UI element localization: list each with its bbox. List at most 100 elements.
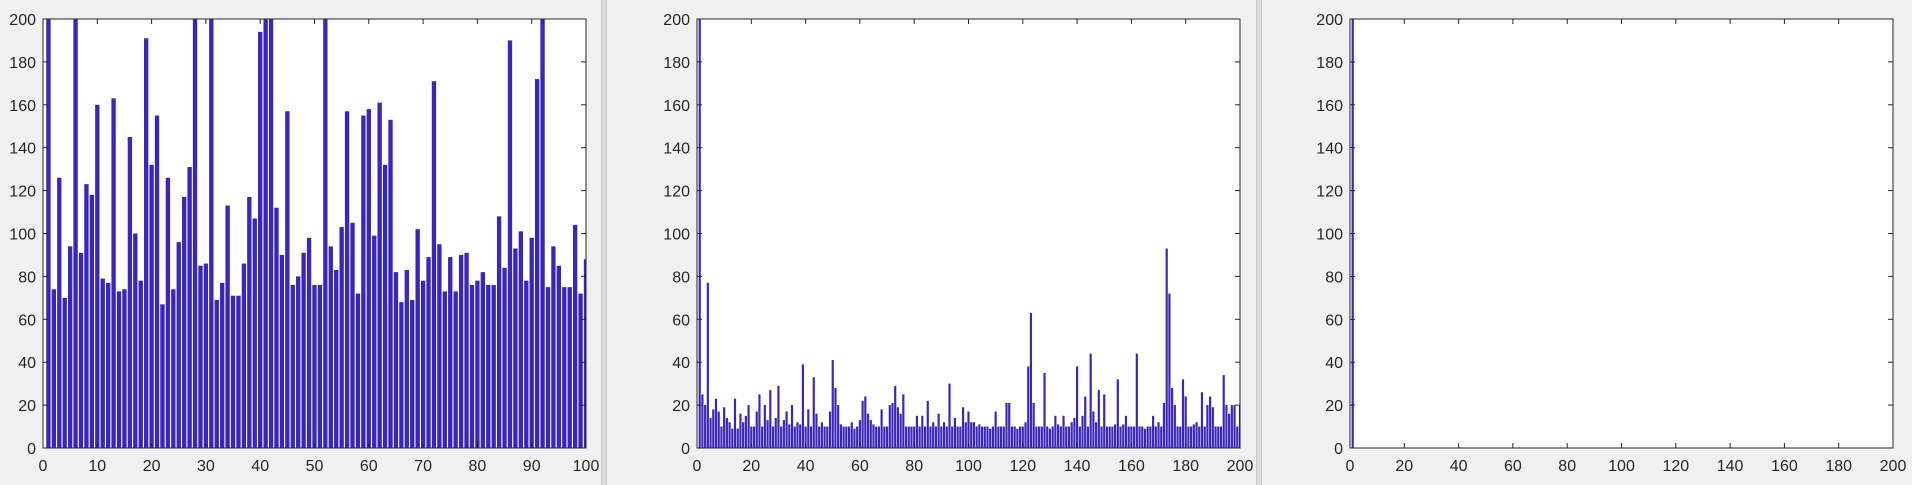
bar-2-47 — [823, 426, 826, 448]
bar-2-177 — [1176, 426, 1179, 448]
bar-1-19 — [144, 38, 149, 448]
bar-2-190 — [1211, 407, 1214, 448]
bar-1-27 — [187, 167, 192, 448]
bar-1-91 — [534, 79, 540, 448]
bar-2-178 — [1179, 426, 1182, 448]
x-tick-label-1-90: 90 — [523, 458, 541, 475]
bar-2-14 — [733, 398, 737, 448]
figure-panel-3: 0 20 40 60 80 100 120 140 160 180 200 0 20 40 60 80 100 1… — [1262, 0, 1912, 485]
bar-1-94 — [551, 246, 556, 448]
bar-1-40 — [258, 31, 263, 448]
y-tick-label-2-0: 0 — [681, 441, 690, 458]
bar-1-32 — [214, 300, 219, 448]
bar-2-73 — [894, 385, 897, 448]
bar-2-50 — [831, 360, 834, 448]
bar-2-114 — [1005, 402, 1008, 448]
panel-divider-2[interactable] — [1256, 0, 1262, 485]
bar-2-31 — [780, 426, 783, 448]
x-tick-label-1-20: 20 — [143, 458, 161, 475]
bar-2-171 — [1160, 426, 1163, 448]
bar-2-193 — [1219, 426, 1223, 448]
panel-divider-1[interactable] — [601, 0, 607, 485]
bar-1-33 — [220, 282, 225, 448]
y-tick-label-2-200: 200 — [663, 12, 690, 29]
bar-1-34 — [225, 205, 230, 448]
bar-2-2 — [701, 394, 704, 448]
bar-2-94 — [951, 426, 954, 448]
bar-2-106 — [983, 426, 986, 448]
bar-2-129 — [1046, 426, 1049, 448]
y-tick-label-3-160: 160 — [1316, 98, 1343, 115]
bar-2-67 — [877, 426, 880, 448]
bar-2-161 — [1133, 426, 1136, 448]
bar-1-17 — [133, 233, 138, 448]
x-tick-label-2-200: 200 — [1227, 458, 1254, 475]
bar-1-59 — [361, 115, 366, 448]
bar-1-68 — [410, 300, 415, 448]
bar-1-13 — [111, 98, 116, 448]
y-tick-label-1-200: 200 — [9, 12, 36, 29]
bar-2-71 — [888, 405, 891, 448]
bar-2-80 — [913, 426, 916, 448]
y-tick-label-1-0: 0 — [27, 441, 36, 458]
bar-2-53 — [839, 424, 842, 448]
bar-1-66 — [399, 302, 404, 448]
bar-2-127 — [1040, 426, 1043, 448]
y-tick-label-1-80: 80 — [18, 269, 36, 286]
bar-2-49 — [828, 411, 832, 448]
bar-2-197 — [1230, 405, 1233, 448]
bar-2-41 — [807, 409, 810, 448]
bar-2-183 — [1192, 424, 1195, 448]
bar-2-98 — [961, 407, 965, 448]
bar-1-78 — [464, 252, 469, 448]
bar-2-123 — [1029, 312, 1033, 448]
bar-2-104 — [978, 424, 981, 448]
bar-2-17 — [742, 422, 745, 448]
bar-1-29 — [198, 265, 203, 448]
bar-2-150 — [1103, 394, 1106, 448]
bar-1-11 — [100, 278, 105, 448]
bar-2-64 — [869, 420, 872, 448]
bar-2-40 — [804, 426, 807, 448]
bar-1-3 — [57, 177, 62, 448]
bar-2-60 — [858, 420, 861, 448]
bar-2-182 — [1190, 426, 1193, 448]
bar-2-156 — [1119, 426, 1122, 448]
bar-1-28 — [192, 19, 198, 448]
x-tick-label-2-120: 120 — [1009, 458, 1036, 475]
bar-2-75 — [899, 413, 902, 448]
bar-2-46 — [820, 422, 823, 448]
x-tick-label-3-180: 180 — [1825, 458, 1852, 475]
bar-1-100 — [583, 259, 586, 448]
bar-2-62 — [864, 396, 867, 448]
bar-2-134 — [1059, 426, 1062, 448]
bar-2-105 — [980, 426, 984, 448]
bar-2-133 — [1057, 424, 1060, 448]
bar-2-139 — [1073, 417, 1076, 448]
bar-1-62 — [377, 102, 382, 448]
bar-2-72 — [891, 402, 894, 448]
x-tick-label-3-140: 140 — [1717, 458, 1744, 475]
bar-1-24 — [171, 289, 176, 448]
bar-2-36 — [793, 426, 796, 448]
bar-2-164 — [1141, 426, 1144, 448]
bar-2-157 — [1122, 424, 1125, 448]
bar-2-48 — [826, 426, 829, 448]
bar-2-35 — [790, 405, 794, 448]
bar-2-175 — [1171, 387, 1174, 448]
bar-2-147 — [1095, 422, 1098, 448]
bar-2-76 — [902, 394, 905, 448]
x-tick-label-3-120: 120 — [1662, 458, 1689, 475]
bar-1-52 — [323, 19, 328, 448]
bar-2-131 — [1051, 426, 1054, 448]
bar-2-130 — [1048, 428, 1052, 448]
bar-1-8 — [84, 184, 89, 448]
bar-2-155 — [1116, 379, 1119, 448]
bar-2-52 — [837, 405, 840, 448]
bar-2-42 — [809, 426, 813, 448]
bar-1-46 — [290, 284, 295, 448]
bar-1-64 — [388, 119, 393, 448]
x-tick-label-1-50: 50 — [306, 458, 324, 475]
bar-1-67 — [404, 269, 409, 448]
bar-2-39 — [801, 364, 804, 448]
